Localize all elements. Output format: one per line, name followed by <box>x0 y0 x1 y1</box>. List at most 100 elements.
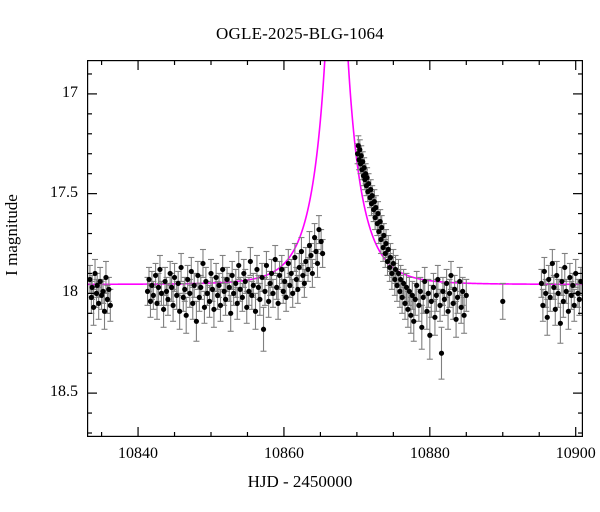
data-point <box>316 226 322 233</box>
data-point <box>381 232 387 239</box>
data-point <box>272 256 278 263</box>
data-point <box>438 350 445 356</box>
data-point <box>201 304 208 310</box>
data-point <box>360 159 366 165</box>
data-point <box>275 300 281 306</box>
data-point <box>183 312 189 318</box>
data-point <box>152 272 159 279</box>
data-point <box>385 246 391 253</box>
data-point <box>187 290 193 296</box>
data-point <box>178 264 184 271</box>
data-point <box>554 272 560 279</box>
data-point <box>103 274 109 281</box>
y-tick-label: 18 <box>62 283 78 301</box>
data-point <box>405 306 411 312</box>
data-point <box>216 282 222 289</box>
data-point <box>252 308 259 314</box>
data-point <box>160 306 167 312</box>
data-point <box>97 278 103 285</box>
data-point <box>309 270 315 277</box>
data-point <box>267 280 273 287</box>
data-point <box>170 302 176 308</box>
data-point <box>276 272 283 279</box>
data-point <box>274 284 280 290</box>
data-point <box>547 294 553 300</box>
data-point <box>236 262 242 269</box>
data-point <box>288 270 294 277</box>
data-point <box>390 260 396 267</box>
data-point <box>417 288 423 294</box>
data-point <box>446 290 453 296</box>
data-point <box>228 310 234 316</box>
data-point <box>428 298 434 304</box>
data-point <box>283 294 289 300</box>
data-point <box>301 280 307 287</box>
data-point <box>206 298 213 304</box>
data-point <box>171 274 178 281</box>
data-point <box>220 266 226 273</box>
data-point <box>217 302 224 308</box>
data-point <box>463 292 469 298</box>
data-point <box>260 326 267 332</box>
data-point <box>177 308 183 314</box>
data-point <box>303 258 309 265</box>
data-point <box>377 218 383 225</box>
data-point <box>237 286 243 292</box>
data-point <box>387 264 393 271</box>
data-point <box>214 292 221 298</box>
data-point <box>296 264 302 271</box>
data-point <box>250 282 256 289</box>
data-point <box>165 296 171 302</box>
data-point <box>416 302 422 308</box>
data-point <box>546 276 552 283</box>
data-point <box>155 284 162 290</box>
data-point <box>389 270 395 277</box>
data-point <box>169 284 175 290</box>
data-points <box>87 143 583 356</box>
data-point <box>87 276 93 283</box>
data-point <box>233 280 239 287</box>
data-point <box>450 300 456 306</box>
data-point <box>567 274 573 281</box>
data-point <box>551 284 557 290</box>
data-point <box>254 266 260 273</box>
data-point <box>563 288 569 294</box>
data-point <box>92 270 98 277</box>
plot-area <box>87 60 583 437</box>
data-point <box>279 266 285 273</box>
data-point <box>441 296 448 302</box>
data-point <box>244 304 250 310</box>
x-tick-label: 10860 <box>263 445 304 462</box>
data-point <box>295 286 301 292</box>
data-point <box>100 288 106 294</box>
data-point <box>549 260 555 267</box>
data-point <box>387 254 394 261</box>
data-point <box>311 234 318 241</box>
data-point <box>198 284 204 290</box>
data-point <box>300 272 306 279</box>
data-point <box>270 290 276 296</box>
data-point <box>204 290 210 296</box>
data-point <box>200 260 206 267</box>
data-point <box>541 268 547 275</box>
data-point <box>106 286 112 292</box>
data-point <box>538 280 545 287</box>
data-point <box>224 276 230 283</box>
data-point <box>162 278 168 285</box>
data-point <box>440 288 446 294</box>
data-point <box>368 187 374 193</box>
data-point <box>174 292 180 298</box>
data-point <box>568 292 574 298</box>
data-point <box>358 153 364 159</box>
data-point <box>262 288 268 294</box>
x-tick-label: 10900 <box>555 445 596 462</box>
data-point <box>445 308 451 314</box>
data-point <box>255 284 262 290</box>
data-point <box>292 254 298 261</box>
data-point <box>460 288 466 294</box>
data-point <box>107 302 113 308</box>
data-point <box>383 240 389 247</box>
data-point <box>402 300 408 306</box>
data-point <box>208 270 214 277</box>
